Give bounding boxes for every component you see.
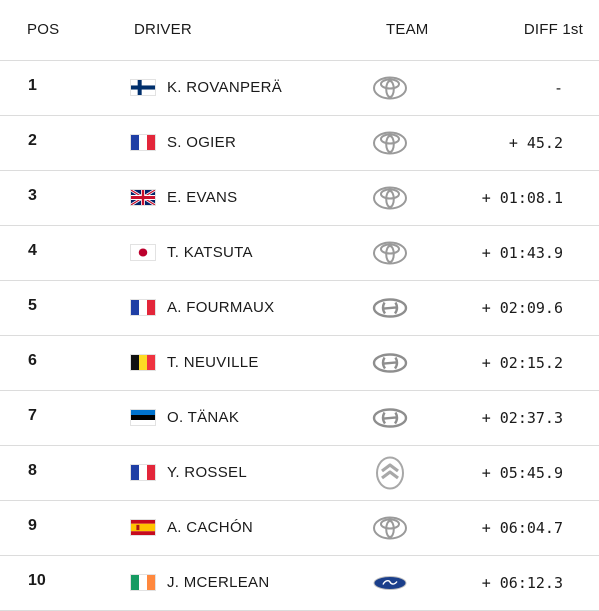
ford-logo-icon bbox=[372, 569, 408, 597]
driver-name[interactable]: Y. ROSSEL bbox=[167, 464, 247, 481]
table-row[interactable]: 8 Y. ROSSEL + 05:45.9 bbox=[0, 446, 599, 501]
toyota-logo-icon bbox=[372, 239, 408, 267]
diff-to-first: + 02:37.3 bbox=[481, 409, 563, 427]
table-row[interactable]: 10 J. MCERLEAN + 06:12.3 bbox=[0, 556, 599, 611]
position: 5 bbox=[28, 297, 37, 314]
diff-to-first: + 02:09.6 bbox=[481, 299, 563, 317]
driver-name[interactable]: T. KATSUTA bbox=[167, 244, 253, 261]
table-row[interactable]: 6 T. NEUVILLE + 02:15.2 bbox=[0, 336, 599, 391]
toyota-logo-icon bbox=[372, 184, 408, 212]
france-flag-icon bbox=[130, 464, 156, 481]
table-header: POS DRIVER TEAM DIFF 1st bbox=[0, 0, 599, 61]
diff-to-first: + 01:08.1 bbox=[481, 189, 563, 207]
driver-name[interactable]: E. EVANS bbox=[167, 189, 238, 206]
position: 9 bbox=[28, 517, 37, 534]
driver-name[interactable]: K. ROVANPERÄ bbox=[167, 79, 283, 96]
diff-to-first: - bbox=[553, 79, 563, 97]
toyota-logo-icon bbox=[372, 74, 408, 102]
header-driver: DRIVER bbox=[134, 21, 192, 38]
spain-flag-icon bbox=[130, 519, 156, 536]
diff-to-first: + 06:04.7 bbox=[481, 519, 563, 537]
position: 4 bbox=[28, 242, 37, 259]
diff-to-first: + 06:12.3 bbox=[481, 574, 563, 592]
diff-to-first: + 05:45.9 bbox=[481, 464, 563, 482]
citroen-logo-icon bbox=[372, 456, 408, 490]
table-row[interactable]: 2 S. OGIER + 45.2 bbox=[0, 116, 599, 171]
position: 7 bbox=[28, 407, 37, 424]
table-row[interactable]: 7 O. TÄNAK + 02:37.3 bbox=[0, 391, 599, 446]
driver-name[interactable]: O. TÄNAK bbox=[167, 409, 240, 426]
estonia-flag-icon bbox=[130, 409, 156, 426]
belgium-flag-icon bbox=[130, 354, 156, 371]
toyota-logo-icon bbox=[372, 129, 408, 157]
driver-name[interactable]: T. NEUVILLE bbox=[167, 354, 259, 371]
header-pos: POS bbox=[27, 21, 60, 38]
table-row[interactable]: 3 E. EVANS + 01:08.1 bbox=[0, 171, 599, 226]
header-diff: DIFF 1st bbox=[523, 21, 583, 38]
table-row[interactable]: 4 T. KATSUTA + 01:43.9 bbox=[0, 226, 599, 281]
position: 6 bbox=[28, 352, 37, 369]
driver-name[interactable]: J. MCERLEAN bbox=[167, 574, 270, 591]
table-row[interactable]: 5 A. FOURMAUX + 02:09.6 bbox=[0, 281, 599, 336]
position: 10 bbox=[28, 572, 46, 589]
ireland-flag-icon bbox=[130, 574, 156, 591]
driver-name[interactable]: A. FOURMAUX bbox=[167, 299, 275, 316]
finland-flag-icon bbox=[130, 79, 156, 96]
diff-to-first: + 02:15.2 bbox=[481, 354, 563, 372]
hyundai-logo-icon bbox=[372, 349, 408, 377]
hyundai-logo-icon bbox=[372, 404, 408, 432]
header-team: TEAM bbox=[386, 21, 429, 38]
driver-name[interactable]: A. CACHÓN bbox=[167, 519, 254, 536]
position: 2 bbox=[28, 132, 37, 149]
position: 8 bbox=[28, 462, 37, 479]
driver-name[interactable]: S. OGIER bbox=[167, 134, 237, 151]
diff-to-first: + 01:43.9 bbox=[481, 244, 563, 262]
position: 3 bbox=[28, 187, 37, 204]
table-row[interactable]: 1 K. ROVANPERÄ - bbox=[0, 61, 599, 116]
france-flag-icon bbox=[130, 134, 156, 151]
table-row[interactable]: 9 A. CACHÓN + 06:04.7 bbox=[0, 501, 599, 556]
diff-to-first: + 45.2 bbox=[508, 134, 563, 152]
japan-flag-icon bbox=[130, 244, 156, 261]
uk-flag-icon bbox=[130, 189, 156, 206]
hyundai-logo-icon bbox=[372, 294, 408, 322]
position: 1 bbox=[28, 77, 37, 94]
toyota-logo-icon bbox=[372, 514, 408, 542]
france-flag-icon bbox=[130, 299, 156, 316]
